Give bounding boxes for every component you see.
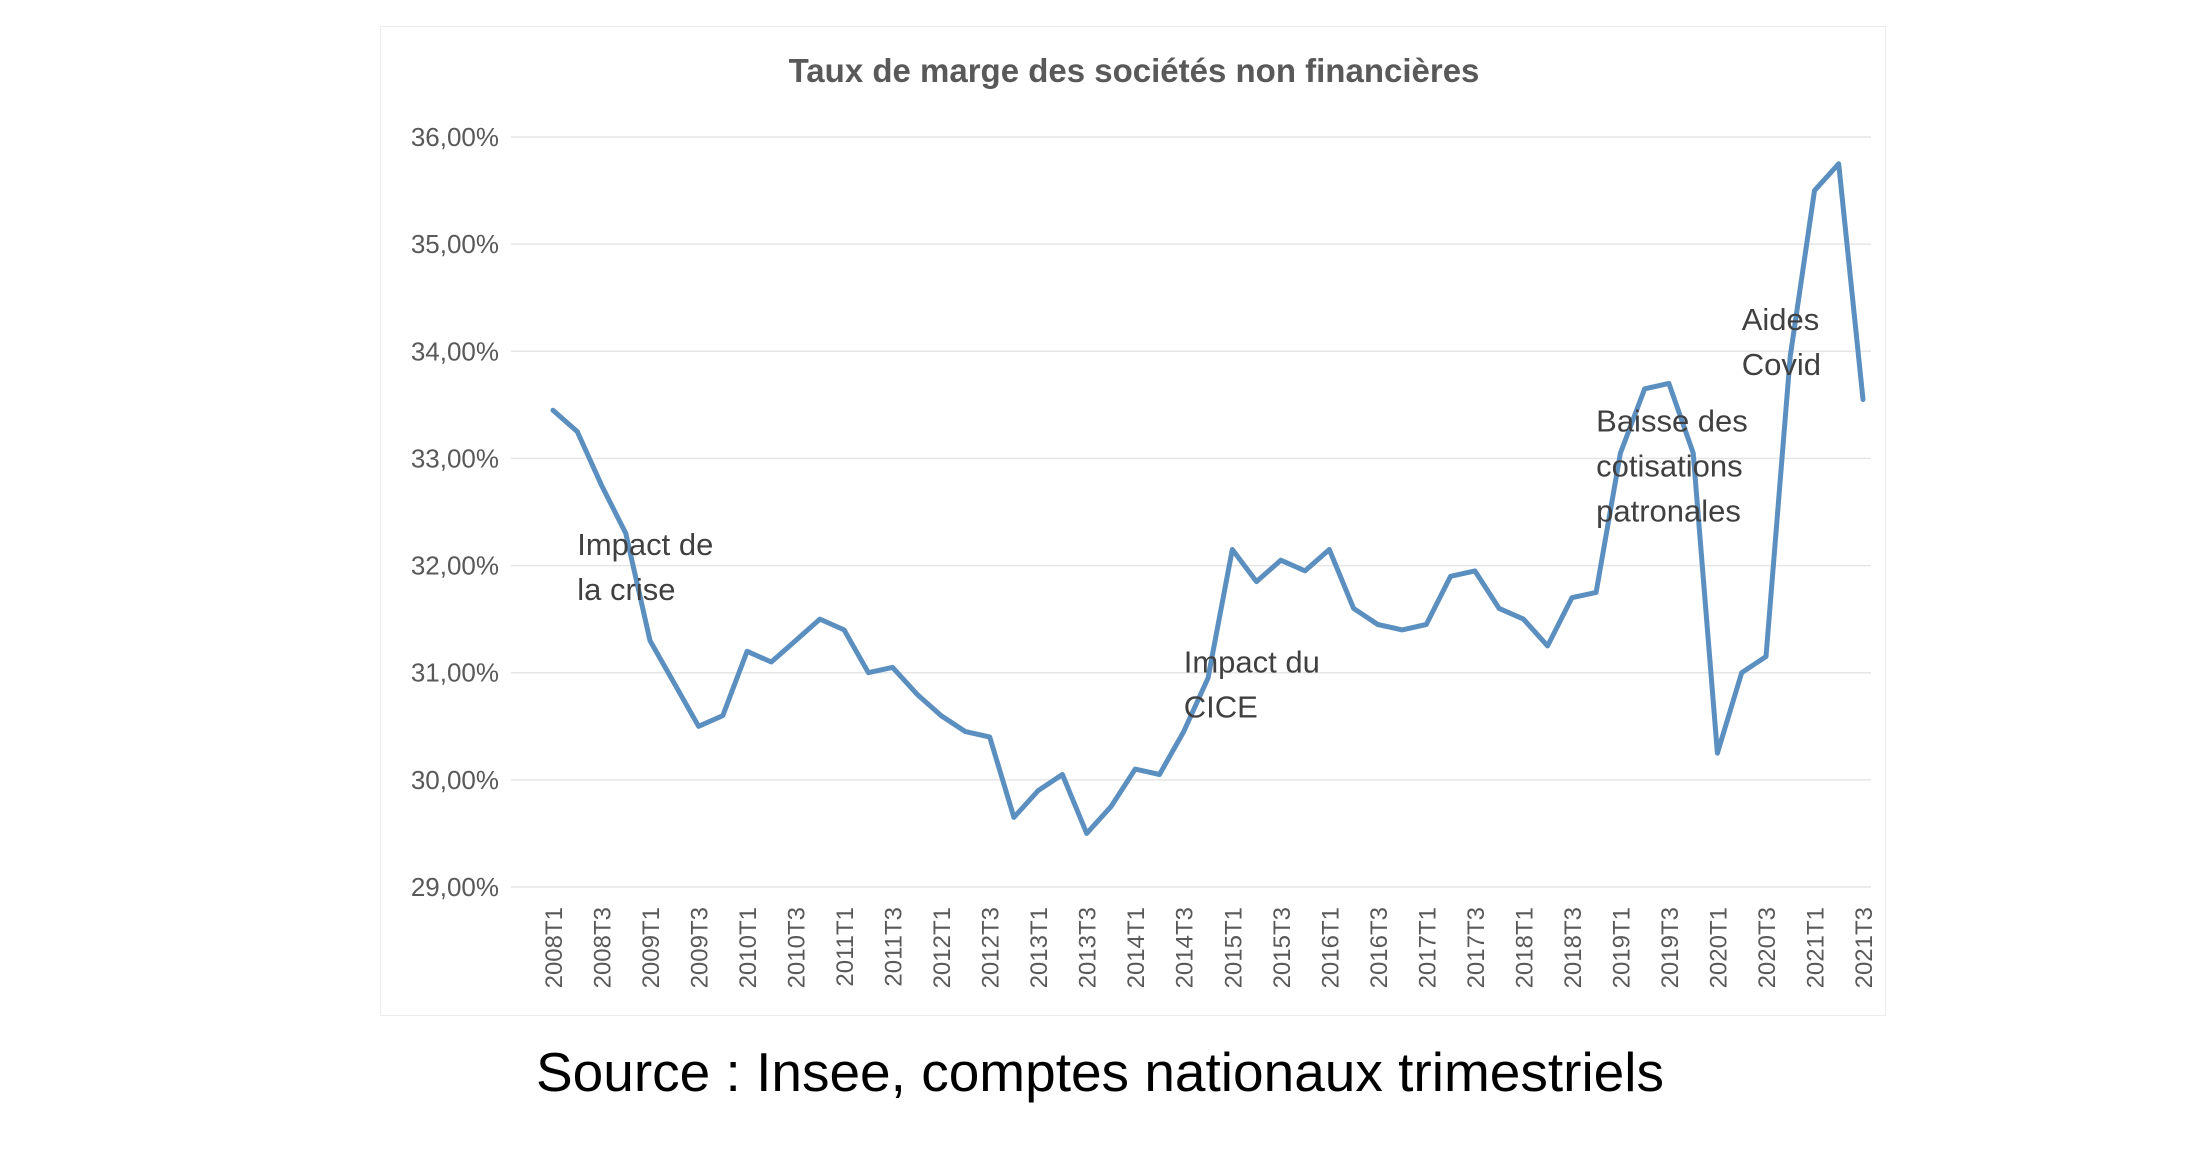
x-tick-label: 2020T1 xyxy=(1705,907,1732,988)
x-tick-label: 2014T3 xyxy=(1172,907,1199,988)
annotation-label: cotisations xyxy=(1596,449,1742,484)
annotation-label: la crise xyxy=(577,572,675,607)
y-tick-label: 30,00% xyxy=(411,765,499,795)
x-tick-label: 2018T3 xyxy=(1560,907,1587,988)
annotation-label: Aides xyxy=(1742,302,1820,337)
x-tick-label: 2015T3 xyxy=(1269,907,1296,988)
y-tick-label: 29,00% xyxy=(411,872,499,902)
x-tick-label: 2013T1 xyxy=(1026,907,1053,988)
x-tick-label: 2010T1 xyxy=(735,907,762,988)
annotation-label: Baisse des xyxy=(1596,404,1748,439)
x-tick-label: 2017T3 xyxy=(1463,907,1490,988)
x-tick-label: 2010T3 xyxy=(784,907,811,988)
x-tick-label: 2011T1 xyxy=(832,907,859,987)
y-tick-label: 31,00% xyxy=(411,658,499,688)
x-tick-label: 2008T3 xyxy=(590,907,617,988)
x-tick-label: 2018T1 xyxy=(1511,907,1538,988)
x-tick-label: 2020T3 xyxy=(1754,907,1781,988)
annotation-label: Impact de xyxy=(577,527,713,562)
annotation-label: Covid xyxy=(1742,347,1821,382)
annotation-label: CICE xyxy=(1184,690,1258,725)
y-axis-ticks: 29,00% 30,00% 31,00% 32,00% 33,00% 34,00% 35,0… xyxy=(411,122,499,902)
y-tick-label: 32,00% xyxy=(411,551,499,581)
x-tick-label: 2013T3 xyxy=(1075,907,1102,988)
source-caption: Source : Insee, comptes nationaux trimes… xyxy=(535,1041,1664,1103)
x-tick-label: 2012T3 xyxy=(978,907,1005,988)
y-tick-label: 34,00% xyxy=(411,336,499,366)
x-tick-label: 2019T3 xyxy=(1657,907,1684,988)
x-tick-label: 2009T3 xyxy=(687,907,714,988)
x-tick-label: 2008T1 xyxy=(541,907,568,988)
x-tick-label: 2009T1 xyxy=(638,907,665,988)
x-tick-label: 2015T1 xyxy=(1220,907,1247,988)
chart-area: Taux de marge des sociétés non financièr… xyxy=(380,26,1886,1016)
annotation-label: Impact du xyxy=(1184,645,1320,680)
y-tick-label: 33,00% xyxy=(411,443,499,473)
annotations: Impact de la crise Impact du CICE Baisse des… xyxy=(577,302,1821,725)
x-tick-label: 2021T1 xyxy=(1802,907,1829,988)
y-tick-label: 35,00% xyxy=(411,229,499,259)
x-tick-label: 2016T3 xyxy=(1366,907,1393,988)
x-tick-label: 2017T1 xyxy=(1414,907,1441,988)
y-tick-label: 36,00% xyxy=(411,122,499,152)
x-tick-label: 2012T1 xyxy=(929,907,956,988)
x-tick-label: 2016T1 xyxy=(1317,907,1344,988)
line-chart: Taux de marge des sociétés non financièr… xyxy=(411,52,1878,988)
x-tick-label: 2011T3 xyxy=(881,907,908,987)
chart-title: Taux de marge des sociétés non financièr… xyxy=(789,52,1480,89)
x-axis-ticks: 2008T1 2008T3 2009T1 2009T3 2010T1 2010T3 2011… xyxy=(541,907,1878,988)
x-tick-label: 2014T1 xyxy=(1123,907,1150,988)
x-tick-label: 2021T3 xyxy=(1851,907,1878,988)
series-line xyxy=(550,161,1866,836)
x-tick-label: 2019T1 xyxy=(1608,907,1635,988)
series-layer xyxy=(550,161,1866,836)
annotation-label: patronales xyxy=(1596,494,1741,529)
